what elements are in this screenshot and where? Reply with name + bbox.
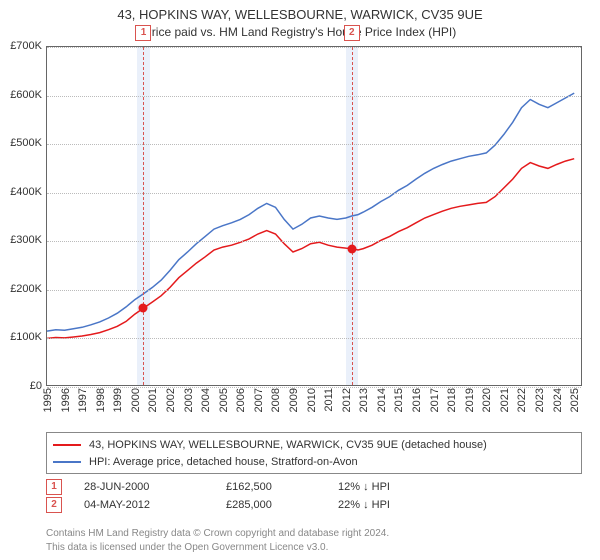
sale-row-2: 2 04-MAY-2012 £285,000 22% ↓ HPI [46,496,568,514]
x-tick-label: 2002 [165,388,177,412]
grid-line [47,290,581,291]
chart-subtitle: Price paid vs. HM Land Registry's House … [0,24,600,40]
legend-swatch-1 [53,444,81,446]
legend-swatch-2 [53,461,81,463]
sales-table: 1 28-JUN-2000 £162,500 12% ↓ HPI 2 04-MA… [46,478,568,514]
sale-point-marker [347,244,356,253]
sale-marker-box: 1 [135,25,151,41]
x-tick-label: 2004 [200,388,212,412]
grid-line [47,47,581,48]
legend-entry-1: 43, HOPKINS WAY, WELLESBOURNE, WARWICK, … [53,437,575,454]
x-tick-label: 2005 [218,388,230,412]
sale-hpi-1: 12% ↓ HPI [338,481,428,493]
x-tick-label: 2022 [516,388,528,412]
sale-date-2: 04-MAY-2012 [84,499,204,511]
series-price_paid [47,159,574,339]
sale-band-center-line [352,47,353,385]
y-tick-label: £0 [0,380,42,392]
x-tick-label: 2021 [499,388,511,412]
chart-area: 12 £0£100K£200K£300K£400K£500K£600K£700K… [46,46,582,386]
x-tick-label: 2003 [183,388,195,412]
x-tick-label: 1995 [42,388,54,412]
y-tick-label: £400K [0,186,42,198]
x-tick-label: 2008 [270,388,282,412]
x-tick-label: 2017 [429,388,441,412]
x-tick-label: 2019 [464,388,476,412]
x-tick-label: 2014 [376,388,388,412]
grid-line [47,96,581,97]
grid-line [47,241,581,242]
x-tick-label: 2020 [481,388,493,412]
sale-marker-1: 1 [46,479,62,495]
sale-marker-box: 2 [344,25,360,41]
x-tick-label: 2000 [130,388,142,412]
x-tick-label: 2001 [147,388,159,412]
x-tick-label: 2023 [534,388,546,412]
footer-attribution: Contains HM Land Registry data © Crown c… [46,527,582,554]
y-tick-label: £200K [0,283,42,295]
x-tick-label: 2006 [235,388,247,412]
sale-row-1: 1 28-JUN-2000 £162,500 12% ↓ HPI [46,478,568,496]
sale-date-1: 28-JUN-2000 [84,481,204,493]
x-tick-label: 2012 [341,388,353,412]
y-tick-label: £600K [0,89,42,101]
plot-region: 12 [46,46,582,386]
grid-line [47,144,581,145]
sale-marker-2: 2 [46,497,62,513]
legend-box: 43, HOPKINS WAY, WELLESBOURNE, WARWICK, … [46,432,582,474]
grid-line [47,193,581,194]
x-tick-label: 2024 [552,388,564,412]
x-tick-label: 2025 [569,388,581,412]
chart-title: 43, HOPKINS WAY, WELLESBOURNE, WARWICK, … [0,6,600,24]
x-tick-label: 2007 [253,388,265,412]
legend-label-2: HPI: Average price, detached house, Stra… [89,454,358,471]
x-tick-label: 1996 [60,388,72,412]
chart-titles: 43, HOPKINS WAY, WELLESBOURNE, WARWICK, … [0,0,600,40]
sale-price-2: £285,000 [226,499,316,511]
y-tick-label: £300K [0,234,42,246]
grid-line [47,338,581,339]
x-tick-label: 1997 [77,388,89,412]
sale-band-center-line [143,47,144,385]
legend-entry-2: HPI: Average price, detached house, Stra… [53,454,575,471]
line-series-svg [47,47,583,387]
x-tick-label: 2015 [393,388,405,412]
x-tick-label: 1998 [95,388,107,412]
x-tick-label: 2016 [411,388,423,412]
x-tick-label: 2010 [306,388,318,412]
x-tick-label: 2011 [323,388,335,412]
x-tick-label: 2018 [446,388,458,412]
footer-line-2: This data is licensed under the Open Gov… [46,541,582,555]
x-tick-label: 2009 [288,388,300,412]
x-tick-label: 1999 [112,388,124,412]
legend-label-1: 43, HOPKINS WAY, WELLESBOURNE, WARWICK, … [89,437,487,454]
y-tick-label: £500K [0,137,42,149]
sale-price-1: £162,500 [226,481,316,493]
series-hpi [47,93,574,331]
x-tick-label: 2013 [358,388,370,412]
y-tick-label: £700K [0,40,42,52]
sale-hpi-2: 22% ↓ HPI [338,499,428,511]
sale-point-marker [139,304,148,313]
footer-line-1: Contains HM Land Registry data © Crown c… [46,527,582,541]
y-tick-label: £100K [0,331,42,343]
